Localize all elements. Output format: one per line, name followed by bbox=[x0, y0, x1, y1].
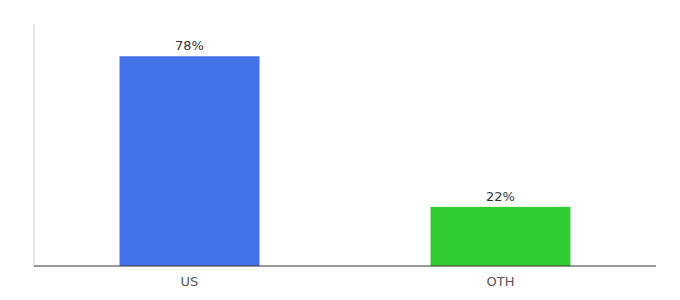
data-label: 22% bbox=[486, 189, 515, 204]
x-tick-label: OTH bbox=[487, 274, 515, 289]
chart-svg: US OTH 78% 22% bbox=[0, 0, 680, 300]
y-axis-line bbox=[34, 24, 35, 266]
chart-container: US OTH 78% 22% bbox=[0, 0, 680, 300]
bar bbox=[431, 207, 571, 266]
bar bbox=[120, 56, 260, 266]
bars bbox=[120, 56, 571, 266]
x-axis-line bbox=[34, 265, 656, 266]
x-tick-label: US bbox=[181, 274, 199, 289]
data-label: 78% bbox=[175, 38, 204, 53]
